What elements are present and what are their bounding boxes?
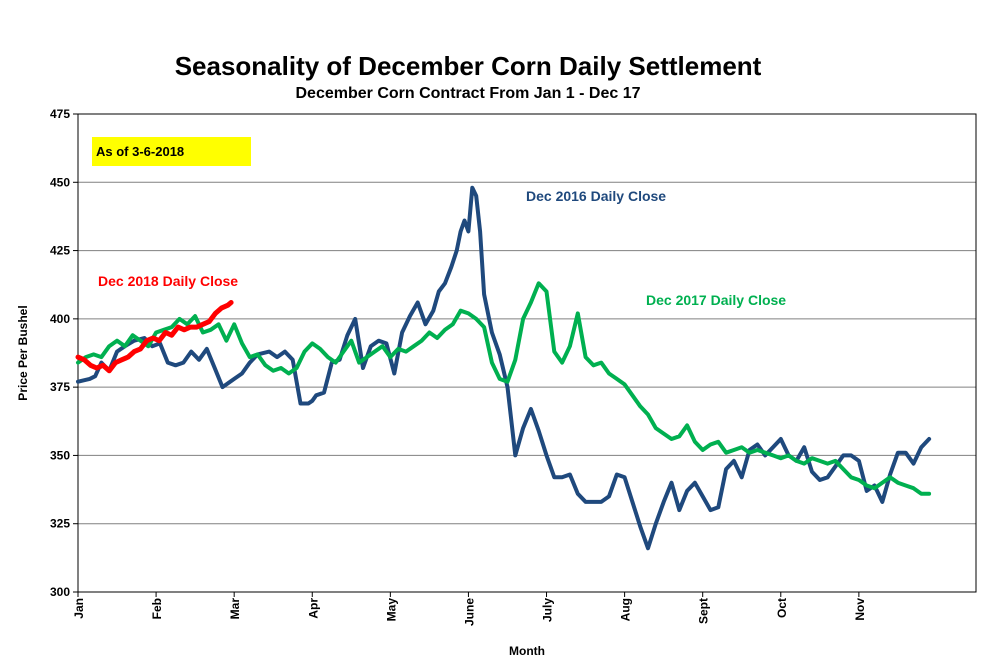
x-axis-label: Month xyxy=(509,644,545,658)
note-text: As of 3-6-2018 xyxy=(96,144,184,159)
series-label-dec2017: Dec 2017 Daily Close xyxy=(646,292,786,308)
x-tick-label-sept: Sept xyxy=(697,598,711,624)
x-tick-labels: Jan Feb Mar Apr May June July Aug Sept Oct Nov xyxy=(72,592,867,626)
x-tick-label-aug: Aug xyxy=(619,598,633,621)
x-tick-label-nov: Nov xyxy=(853,598,867,621)
series-label-dec2018: Dec 2018 Daily Close xyxy=(98,273,238,289)
y-tick-labels: 300 325 350 375 400 425 450 475 xyxy=(50,107,78,599)
y-axis-label: Price Per Bushel xyxy=(16,305,30,400)
x-tick-label-feb: Feb xyxy=(150,598,164,619)
y-tick-label-375: 375 xyxy=(50,380,70,394)
y-tick-label-400: 400 xyxy=(50,312,70,326)
plot-border xyxy=(77,113,977,593)
y-tick-label-300: 300 xyxy=(50,585,70,599)
chart-subtitle: December Corn Contract From Jan 1 - Dec … xyxy=(296,85,641,102)
x-tick-label-mar: Mar xyxy=(228,598,242,620)
series-layer xyxy=(75,185,932,551)
note-box xyxy=(92,137,251,166)
x-tick-label-july: July xyxy=(541,598,555,622)
series-line-dec2016 xyxy=(76,185,932,551)
y-tick-label-450: 450 xyxy=(50,175,70,189)
y-tick-label-425: 425 xyxy=(50,244,70,258)
series-line-dec2017 xyxy=(76,281,932,496)
grid-layer xyxy=(78,181,976,525)
x-tick-label-june: June xyxy=(462,598,476,626)
series-line-dec2018 xyxy=(75,300,234,374)
series-label-dec2016: Dec 2016 Daily Close xyxy=(526,188,666,204)
x-tick-label-jan: Jan xyxy=(72,598,86,619)
x-tick-label-may: May xyxy=(384,598,398,622)
chart-title: Seasonality of December Corn Daily Settl… xyxy=(175,51,762,81)
y-tick-label-350: 350 xyxy=(50,448,70,462)
y-tick-label-325: 325 xyxy=(50,517,70,531)
y-tick-label-475: 475 xyxy=(50,107,70,121)
x-tick-label-oct: Oct xyxy=(775,598,789,618)
x-tick-label-apr: Apr xyxy=(306,598,320,619)
